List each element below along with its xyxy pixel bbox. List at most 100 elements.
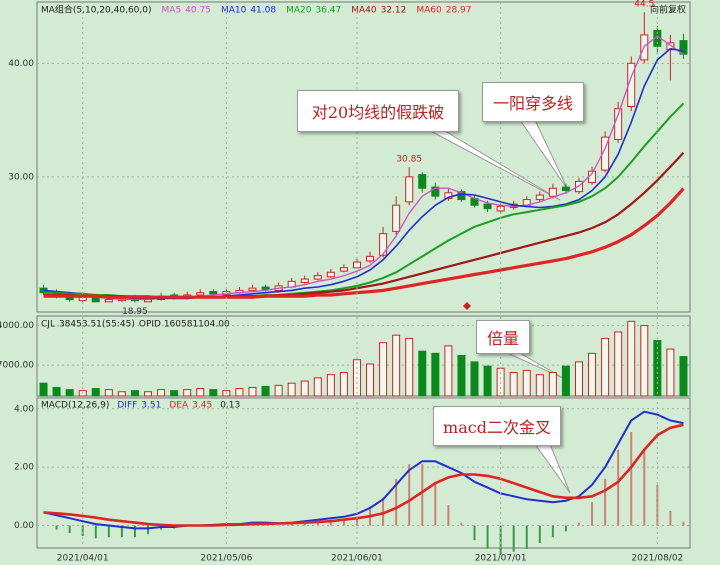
volume-bar [209,389,218,397]
candle-body [431,186,440,197]
x-tick-label: 2021/04/01 [57,554,109,564]
candle-body [561,186,570,191]
volume-bar [157,389,166,397]
x-tick-label: 2021/06/01 [331,554,383,564]
volume-bar [313,377,322,397]
volume-bar [130,390,139,397]
volume-bar [470,361,479,397]
volume-bar [248,386,257,397]
volume-bar [91,388,100,397]
price-label: 30.85 [396,155,422,165]
candle-body [339,267,348,272]
callout: 一阳穿多线 [482,82,584,122]
legend-text: 3.51 [141,401,161,411]
volume-bar [535,374,544,397]
x-tick-label: 2021/05/06 [200,554,252,564]
y-tick-label: 104000.00 [0,321,34,331]
callout: macd二次金叉 [433,406,561,446]
volume-bar [640,325,649,397]
volume-bar [39,382,48,397]
volume-bar [52,386,61,397]
price-label: 44.5 [634,0,654,10]
legend-text: 36.47 [315,6,341,16]
candle-body [627,62,636,107]
legend-text: DEA [169,401,189,411]
y-tick-label: 2.00 [14,463,34,473]
volume-bar [339,372,348,397]
volume-bar [627,320,636,397]
x-tick-label: 2021/08/02 [631,554,683,564]
candle-body [366,255,375,262]
volume-bar [392,334,401,397]
volume-bar [65,389,74,397]
legend-text: MA5 [162,6,182,16]
volume-bar [483,365,492,397]
legend-text: OPID 160581104.00 [139,320,230,330]
legend-text: MA20 [286,6,312,16]
candle-body [300,278,309,283]
volume-bar [601,337,610,397]
legend-text: MA10 [221,6,247,16]
candle-body [405,176,414,203]
right-label: 向前复权 [650,4,686,16]
candle-body [666,42,675,51]
volume-bar [379,342,388,397]
volume-bar [588,352,597,397]
callout-tail [519,119,569,191]
legend-text: 40.75 [185,6,211,16]
callout: 对20均线的假跌破 [297,90,459,132]
volume-bar [104,389,113,397]
volume-bar [418,350,427,397]
volume-bar [170,390,179,397]
series-line [43,187,685,299]
volume-bar [196,388,205,397]
volume-bar [261,385,270,397]
volume-bar [287,382,296,397]
volume-bar [235,388,244,397]
volume-bar [444,345,453,397]
candle-body [326,271,335,278]
legend-text: MA60 [416,6,442,16]
candle-body [601,136,610,171]
callout-tail [534,443,571,494]
volume-bar [274,384,283,397]
macd-panel [36,397,691,549]
volume-bar [366,363,375,397]
volume-bar [405,337,414,397]
marker [463,302,471,310]
candle-body [392,204,401,232]
volume-bar [183,389,192,397]
legend-text: 38453.51(55:45) [59,320,135,330]
candle-body [418,174,427,189]
volume-bar [574,361,583,397]
volume-bar [509,372,518,397]
series-line [43,35,684,301]
legend-text: 41.08 [250,6,276,16]
x-tick-label: 2021/07/01 [475,554,527,564]
volume-bar [117,391,126,397]
volume-bar [679,356,688,397]
volume-bar [561,365,570,397]
volume-bar [300,380,309,397]
candle-body [261,286,270,290]
legend-text: MA组合(5,10,20,40,60,0) [41,4,152,16]
volume-bar [548,372,557,397]
y-tick-label: 0.00 [14,521,34,531]
candle-body [548,187,557,197]
volume-bar [144,391,153,397]
candle-body [535,194,544,201]
volume-bar [522,369,531,397]
price-label: 18.95 [122,307,148,317]
candle-body [104,299,113,303]
y-tick-label: 4.00 [14,404,34,414]
volume-bar [457,354,466,397]
legend-text: 0.13 [220,401,240,411]
legend-text: 28.97 [446,6,472,16]
series-line [43,152,685,299]
candle-body [313,275,322,280]
volume-bar [666,348,675,397]
series-line [43,423,684,527]
volume-bar [431,352,440,397]
candle-body [196,292,205,296]
